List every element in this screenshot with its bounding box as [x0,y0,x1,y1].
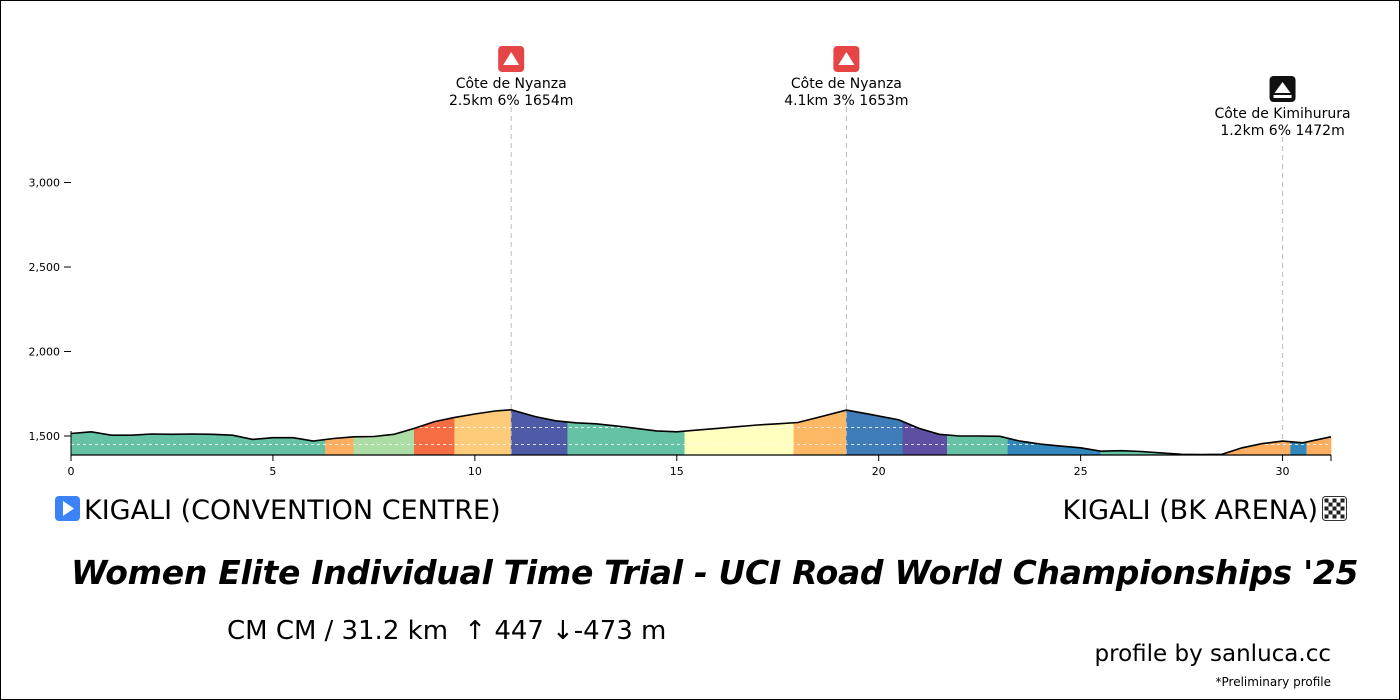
mountain-category-icon [498,46,525,72]
start-location-name: KIGALI (CONVENTION CENTRE) [84,495,501,526]
elevation-gain: ↑ 447 [464,616,544,646]
profile-credit: profile by sanluca.cc [1094,641,1331,667]
y-tick-label-2000: 2,000 [29,346,61,359]
elevation-profile-line [70,408,1332,456]
gradient-segment-10 [902,421,948,456]
climb-name-0: Côte de Nyanza [456,76,567,92]
finish-location-name: KIGALI (BK ARENA) [1062,495,1319,526]
stage-distance: / 31.2 km [324,616,449,646]
play-icon [55,496,80,521]
x-tick-label-15: 15 [670,465,684,478]
x-tick-label-0: 0 [68,465,75,478]
elevation-profile-chart: 0 5 10 15 20 25 30 1,500 2,000 2,500 3,000 Côte de… [29,46,1351,478]
gradient-segment-2 [353,427,415,456]
climb-name-1: Côte de Nyanza [791,76,902,92]
gradient-segment-15 [1290,441,1308,456]
race-title: Women Elite Individual Time Trial - UCI … [71,553,1359,592]
finish-location: KIGALI (BK ARENA) [1063,493,1352,529]
mountain-category-icon [833,46,860,72]
elevation-loss: ↓-473 m [551,616,667,646]
cobbled-climb-icon [1269,76,1296,102]
climb-stats-0: 2.5km 6% 1654m [449,93,573,109]
x-tick-label-20: 20 [872,465,886,478]
gradient-segment-3 [413,417,456,456]
x-tick-label-5: 5 [269,465,276,478]
start-location: KIGALI (CONVENTION CENTRE) [51,493,501,529]
preliminary-note: *Preliminary profile [1215,675,1331,689]
gradient-segment-9 [846,409,904,456]
climb-stats-2: 1.2km 6% 1472m [1220,123,1344,139]
x-tick-label-30: 30 [1276,465,1290,478]
stage-stats: CM CM/ 31.2 km ↑ 447 ↓-473 m [227,616,674,646]
gradient-segment-5 [510,409,569,456]
stage-type: CM CM [227,616,317,646]
x-tick-label-25: 25 [1074,465,1088,478]
climb-stats-1: 4.1km 3% 1653m [784,93,908,109]
gradient-segment-11 [946,434,1009,456]
checkered-flag-icon [1322,496,1347,521]
climb-name-2: Côte de Kimihurura [1214,106,1350,122]
y-tick-label-1500: 1,500 [29,430,61,443]
y-tick-label-3000: 3,000 [29,177,61,190]
x-tick-label-10: 10 [468,465,482,478]
y-tick-label-2500: 2,500 [29,261,61,274]
